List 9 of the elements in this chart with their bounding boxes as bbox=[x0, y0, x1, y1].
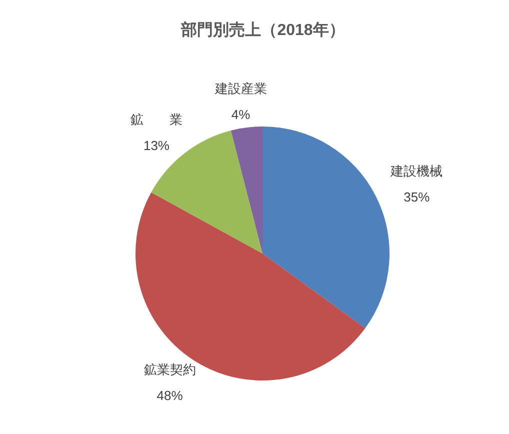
data-label: 13% bbox=[143, 138, 170, 154]
data-label: 35% bbox=[404, 190, 430, 205]
slice-label: 鉱 業 bbox=[130, 112, 182, 128]
data-label: 48% bbox=[156, 388, 184, 404]
chart-title: 部門別売上（2018年） bbox=[180, 21, 345, 39]
slice-label: 鉱業契約 bbox=[144, 362, 196, 378]
slice-label: 建設機械 bbox=[390, 164, 443, 179]
data-label: 4% bbox=[231, 107, 251, 122]
slice-label: 建設産業 bbox=[214, 81, 267, 96]
